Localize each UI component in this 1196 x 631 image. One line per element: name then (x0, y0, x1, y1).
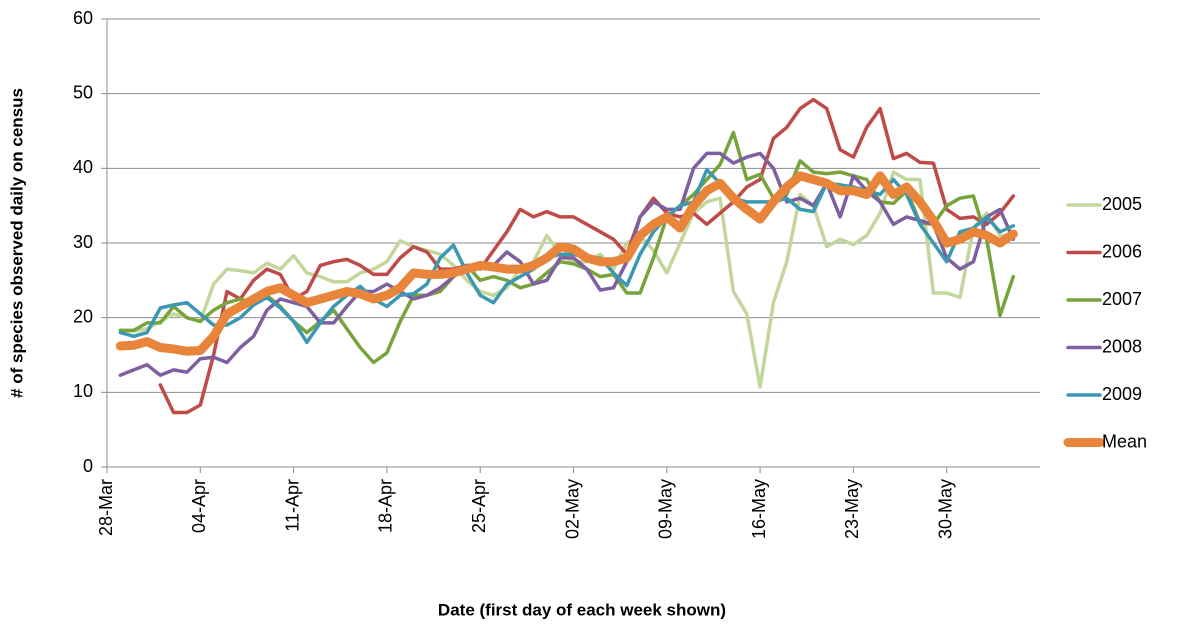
x-tick-label: 16-May (749, 479, 769, 539)
y-tick-label: 40 (73, 157, 93, 177)
series-line (158, 97, 1016, 415)
legend-label: 2009 (1102, 384, 1142, 404)
y-tick-label: 20 (73, 306, 93, 326)
x-tick-label: 28-Mar (96, 479, 116, 536)
y-axis-title: # of species observed daily on census (7, 88, 26, 398)
x-tick-label: 02-May (562, 479, 582, 539)
legend-label: 2008 (1102, 336, 1142, 356)
x-tick-label: 30-May (935, 479, 955, 539)
series-line (118, 151, 1016, 377)
legend-label: 2005 (1102, 194, 1142, 214)
x-axis-title: Date (first day of each week shown) (438, 600, 726, 619)
legend-label: 2007 (1102, 289, 1142, 309)
x-tick-label: 04-Apr (189, 479, 209, 533)
y-tick-label: 60 (73, 8, 93, 28)
x-tick-label: 11-Apr (282, 479, 302, 532)
x-tick-label: 09-May (656, 479, 676, 539)
x-tick-label: 23-May (842, 479, 862, 539)
x-tick-label: 18-Apr (376, 479, 396, 533)
y-tick-label: 30 (73, 232, 93, 252)
y-tick-label: 50 (73, 82, 93, 102)
series-line (115, 171, 1018, 356)
y-tick-label: 0 (83, 456, 93, 476)
x-tick-label: 25-Apr (469, 479, 489, 533)
legend-label: 2006 (1102, 241, 1142, 261)
y-tick-label: 10 (73, 381, 93, 401)
legend-label: Mean (1102, 431, 1147, 451)
